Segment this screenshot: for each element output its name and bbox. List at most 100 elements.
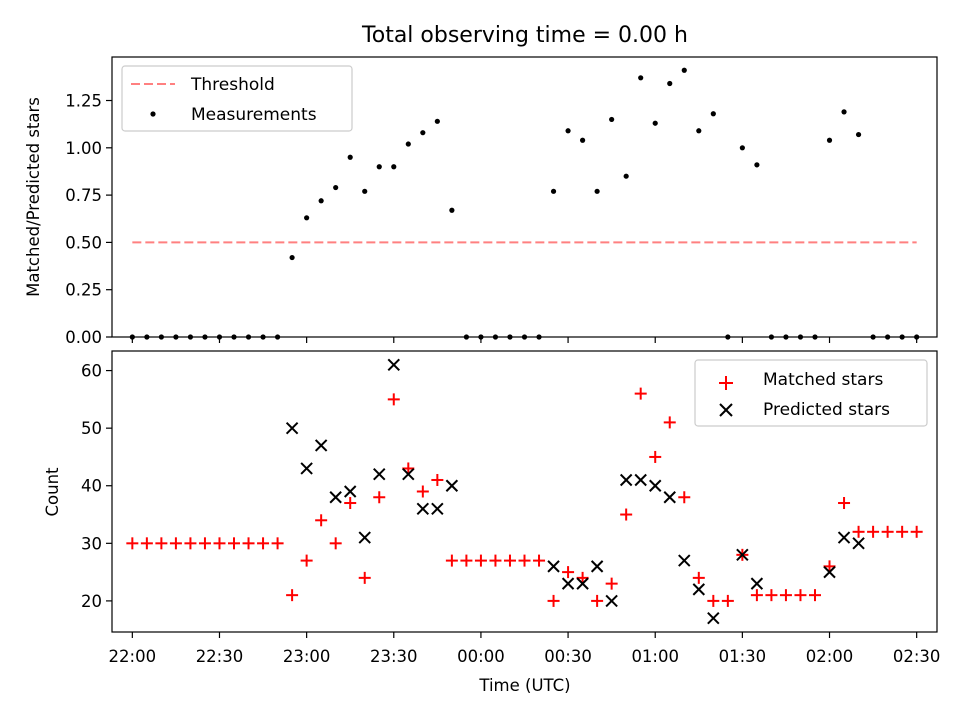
- x-tick-label: 23:30: [370, 647, 418, 666]
- predicted-star-point: [300, 462, 313, 475]
- matched-star-point: [315, 514, 328, 527]
- matched-star-point: [678, 491, 691, 504]
- matched-star-point: [489, 554, 502, 567]
- top-y-axis: 0.00 0.25 0.50 0.75 1.00 1.25: [65, 92, 918, 347]
- matched-star-point: [562, 566, 575, 579]
- matched-star-point: [387, 393, 400, 406]
- measurement-point: [623, 173, 629, 179]
- bottom-y-tick-label: 50: [81, 419, 102, 438]
- x-tick-label: 02:00: [806, 647, 854, 666]
- matched-star-point: [416, 485, 429, 498]
- predicted-star-point: [402, 468, 415, 481]
- predicted-star-point: [329, 491, 342, 504]
- predicted-star-point: [416, 502, 430, 515]
- x-tick-label: 00:00: [457, 647, 505, 666]
- predicted-star-point: [837, 531, 851, 544]
- measurement-point: [347, 154, 353, 160]
- measurement-point: [449, 207, 455, 213]
- matched-legend-label: Matched stars: [763, 370, 883, 390]
- measurement-point: [420, 130, 426, 136]
- x-axis-label: Time (UTC): [478, 676, 570, 695]
- matched-star-point: [169, 537, 182, 550]
- predicted-star-point: [373, 468, 386, 481]
- matched-star-point: [765, 589, 778, 602]
- matched-legend-marker: [719, 376, 733, 390]
- x-tick-label: 01:30: [719, 647, 767, 666]
- measurement-point: [304, 215, 310, 221]
- measurement-point: [333, 184, 339, 191]
- bottom-y-tick-label: 30: [81, 534, 102, 553]
- measurement-point: [681, 67, 687, 73]
- top-y-tick-label: 1.25: [65, 92, 102, 111]
- measurement-point: [362, 188, 368, 194]
- matched-star-point: [242, 537, 255, 550]
- predicted-star-point: [823, 565, 836, 579]
- matched-star-point: [663, 416, 676, 429]
- predicted-star-point: [634, 473, 647, 487]
- measurement-point: [826, 137, 833, 143]
- matched-star-point: [533, 554, 546, 567]
- measurement-point: [550, 188, 557, 194]
- x-tick-label: 22:30: [196, 647, 244, 666]
- x-tick-label: 22:00: [109, 647, 157, 666]
- matched-star-point: [518, 554, 531, 567]
- measurement-point: [739, 145, 745, 151]
- bottom-legend: Matched stars Predicted stars: [694, 359, 928, 427]
- matched-star-point: [155, 537, 168, 550]
- matched-star-point: [634, 387, 647, 400]
- matched-star-point: [431, 473, 444, 486]
- bottom-y-tick-label: 40: [81, 477, 102, 496]
- measurement-point: [609, 116, 615, 123]
- measurement-point: [579, 137, 586, 143]
- matched-star-point: [852, 525, 865, 538]
- x-tick-label: 00:30: [544, 647, 592, 666]
- bottom-y-tick-label: 20: [81, 592, 102, 611]
- predicted-star-point: [431, 502, 444, 515]
- predicted-star-point: [649, 479, 662, 492]
- measurement-point: [652, 120, 658, 126]
- predicted-star-point: [605, 594, 618, 608]
- measurement-point: [696, 128, 702, 134]
- matched-star-point: [373, 491, 386, 504]
- matched-star-point: [198, 537, 211, 550]
- matched-star-point: [867, 525, 880, 538]
- x-tick-label: 02:30: [893, 647, 941, 666]
- matched-star-point: [808, 589, 821, 602]
- matched-star-point: [358, 571, 371, 584]
- predicted-star-point: [547, 560, 560, 573]
- bottom-axes-ticks: 20 30 40 50 60 22:00 22:30 23:00 23:30 00:00 00:30…: [81, 362, 940, 666]
- top-y-tick-label: 1.00: [65, 139, 102, 158]
- predicted-star-point: [663, 491, 676, 504]
- measurement-point: [434, 118, 440, 124]
- measurement-point: [855, 131, 862, 138]
- matched-star-point: [344, 497, 357, 510]
- measurement-point: [638, 75, 644, 81]
- matched-star-point: [910, 525, 923, 538]
- matched-star-point: [460, 554, 473, 567]
- predicted-legend-marker: [719, 403, 733, 417]
- predicted-star-point: [314, 439, 328, 452]
- x-tick-label: 23:00: [283, 647, 331, 666]
- matched-star-point: [649, 450, 662, 463]
- matched-star-point: [271, 537, 284, 550]
- matched-star-point: [823, 560, 836, 573]
- measurement-point: [565, 128, 571, 134]
- predicted-star-point: [619, 473, 633, 487]
- top-y-tick-label: 0.75: [65, 186, 102, 205]
- matched-star-point: [707, 594, 720, 607]
- top-y-tick-label: 0.50: [65, 233, 102, 252]
- matched-star-point: [300, 554, 313, 567]
- count-plot-area: [126, 358, 923, 625]
- matched-star-point: [896, 525, 909, 538]
- measurement-point: [710, 111, 716, 117]
- matched-star-point: [402, 462, 415, 475]
- bottom-y-axis-label: Count: [43, 467, 62, 517]
- matched-star-point: [779, 589, 792, 602]
- measurement-point: [754, 162, 760, 168]
- count-panel: 20 30 40 50 60 22:00 22:30 23:00 23:30 00:00 00:30…: [43, 350, 940, 695]
- measurement-point: [376, 164, 382, 170]
- measurement-point: [405, 141, 411, 147]
- measurement-point: [594, 188, 600, 194]
- measurement-point: [289, 254, 295, 261]
